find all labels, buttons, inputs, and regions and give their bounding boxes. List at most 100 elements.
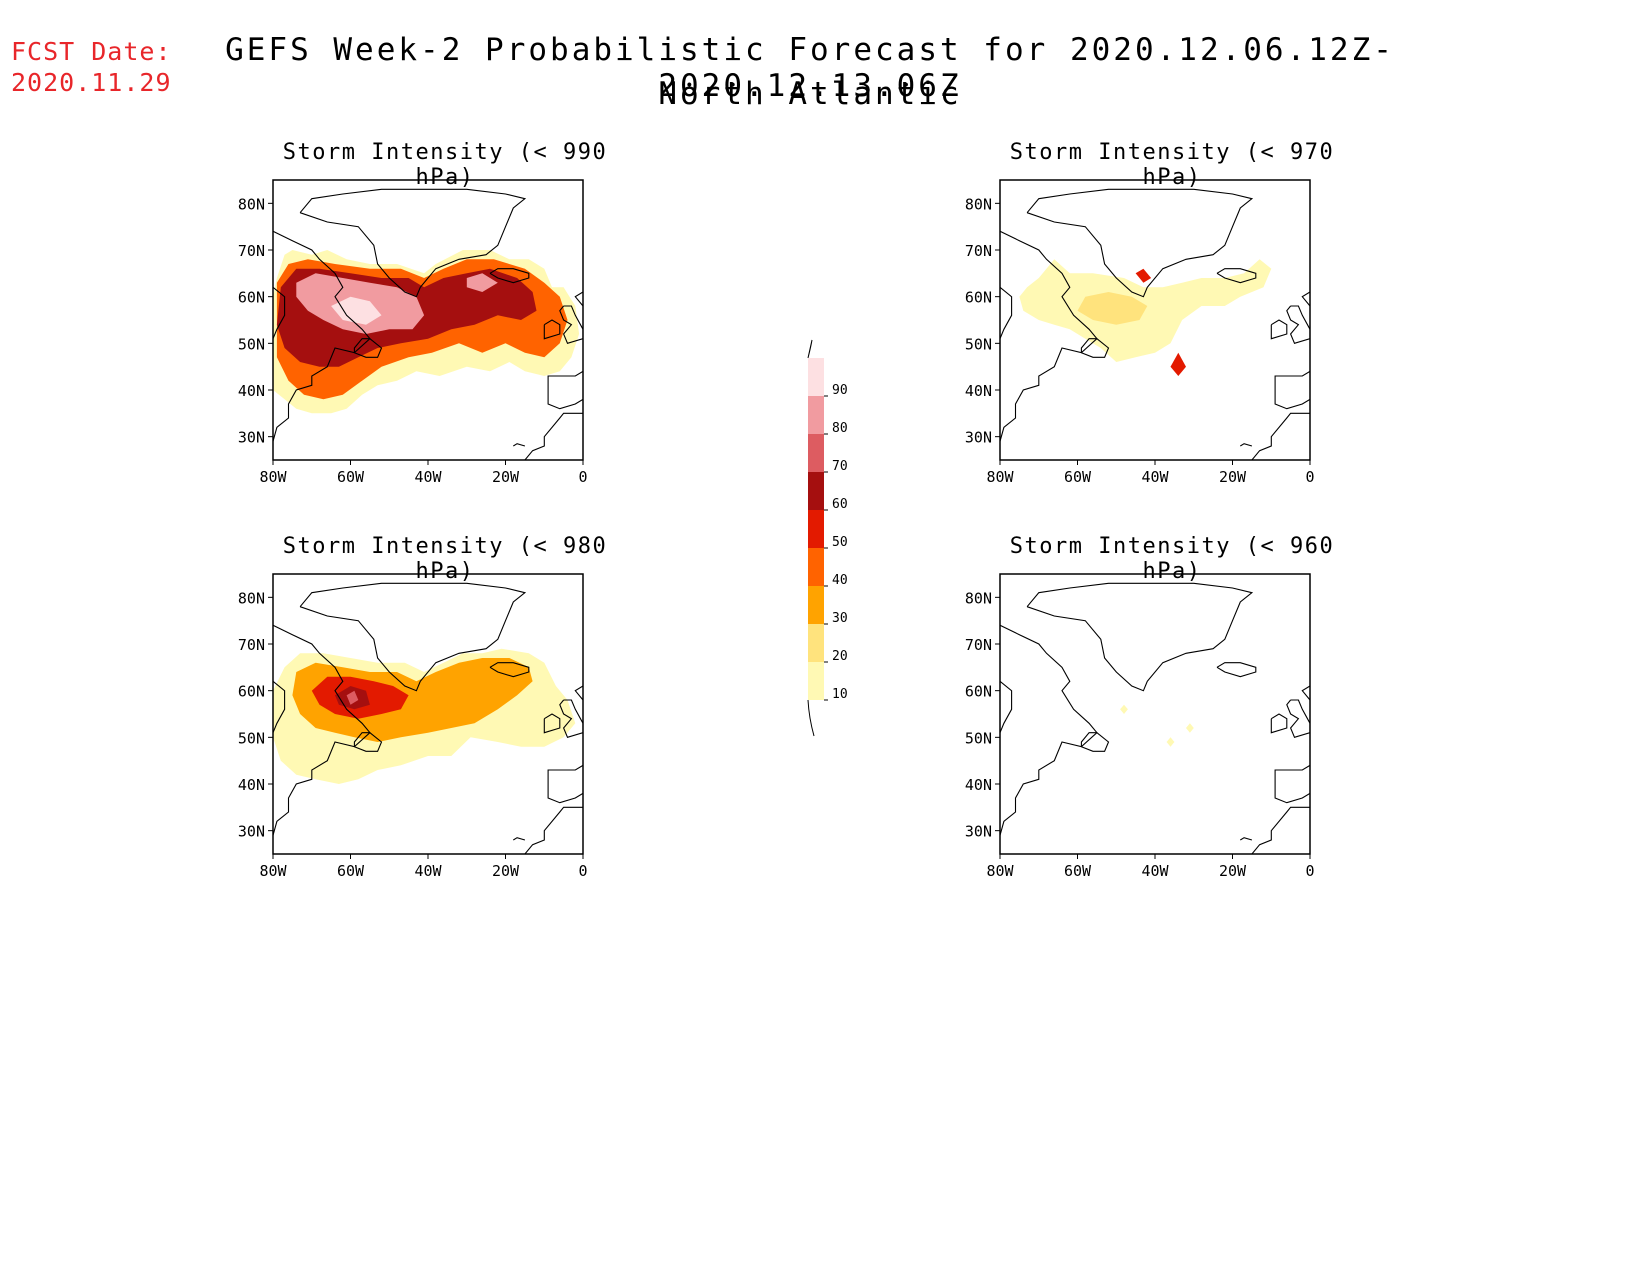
colorbar-label: 80 — [832, 421, 848, 436]
coastline-hudson-east — [1000, 680, 1013, 733]
coastline-canaries — [513, 443, 526, 447]
map-svg-990: 80N 70N 60N 50N 40N 30N 80W 60W 40W 20W 0 — [238, 179, 588, 486]
fcst-date-label: FCST Date: — [11, 37, 172, 66]
lat-tick-label: 80N — [238, 195, 265, 213]
probability-field-dot1 — [1166, 737, 1175, 747]
colorbar-bin — [808, 358, 824, 396]
coastline-britain — [559, 305, 583, 344]
colorbar-label: 60 — [832, 497, 848, 512]
coastline-iberia — [547, 764, 583, 804]
probability-field-p90b — [466, 273, 498, 292]
probability-field-p50a — [1135, 268, 1152, 283]
lon-tick-label: 40W — [414, 468, 442, 486]
coastline-africa — [1251, 412, 1310, 460]
lat-tick-label: 80N — [965, 589, 992, 607]
lat-tick-label: 40N — [238, 776, 265, 794]
lon-tick-label: 80W — [259, 468, 287, 486]
lat-tick-label: 70N — [965, 636, 992, 654]
coastline-europe-coast — [1301, 291, 1310, 307]
colorbar-bin — [808, 662, 824, 700]
map-svg-980: 80N 70N 60N 50N 40N 30N 80W 60W 40W 20W 0 — [238, 573, 588, 880]
probability-field-p90a — [331, 296, 382, 325]
coastline-europe-coast — [574, 685, 583, 701]
coastline-north-america — [1000, 230, 1098, 442]
lon-tick-label: 20W — [1219, 862, 1247, 880]
coastline-europe-coast — [1301, 685, 1310, 701]
coastline-iceland — [489, 662, 530, 678]
map-panel-990: Storm Intensity (< 990 hPa) 80N 70N 60N 50N… — [215, 140, 635, 520]
coastline-hudson-east — [273, 286, 286, 339]
lat-tick-label: 70N — [238, 636, 265, 654]
probability-field-p20 — [1077, 292, 1148, 325]
lat-tick-label: 60N — [238, 683, 265, 701]
coastline-britain — [1286, 699, 1310, 738]
map-svg-970: 80N 70N 60N 50N 40N 30N 80W 60W 40W 20W 0 — [965, 179, 1315, 486]
coastline-iceland — [1216, 662, 1257, 678]
panel-title-960: Storm Intensity (< 960 hPa) — [1009, 534, 1335, 584]
lon-tick-label: 80W — [986, 862, 1014, 880]
lon-tick-label: 0 — [1305, 862, 1314, 880]
coastline-africa — [524, 806, 583, 854]
coastline-hudson-east — [273, 680, 286, 733]
colorbar-label: 70 — [832, 459, 848, 474]
colorbar-label: 30 — [832, 611, 848, 626]
coastline-canaries — [1240, 837, 1253, 841]
probability-field-p50b — [1170, 352, 1186, 376]
lat-tick-label: 60N — [965, 683, 992, 701]
map-svg-960: 80N 70N 60N 50N 40N 30N 80W 60W 40W 20W 0 — [965, 573, 1315, 880]
coastline-iceland — [1216, 268, 1257, 284]
probability-field-p70 — [346, 690, 359, 705]
coastline-iberia — [547, 370, 583, 410]
coastline-greenland — [299, 582, 527, 692]
probability-field-dot3 — [1120, 704, 1128, 714]
coastline-iberia — [1274, 370, 1310, 410]
coastline-britain — [559, 699, 583, 738]
colorbar-label: 50 — [832, 535, 848, 550]
map-panel-970: Storm Intensity (< 970 hPa) 80N 70N 60N 50N… — [942, 140, 1362, 520]
lon-tick-label: 0 — [578, 862, 587, 880]
lon-tick-label: 60W — [337, 862, 365, 880]
lon-tick-label: 40W — [1141, 468, 1169, 486]
lon-tick-label: 20W — [1219, 468, 1247, 486]
coastline-ireland — [543, 319, 561, 340]
coastline-africa — [1251, 806, 1310, 854]
colorbar-bin — [808, 624, 824, 662]
lon-tick-label: 20W — [492, 468, 520, 486]
colorbar-label: 20 — [832, 649, 848, 664]
colorbar-bin — [808, 586, 824, 624]
coastline-iberia — [1274, 764, 1310, 804]
coastline-newfoundland — [1080, 732, 1110, 752]
map-frame — [999, 573, 1311, 855]
coastline-newfoundland — [1080, 338, 1110, 358]
coastline-africa — [524, 412, 583, 460]
coastline-canaries — [513, 837, 526, 841]
lon-tick-label: 60W — [337, 468, 365, 486]
map-panel-960: Storm Intensity (< 960 hPa) 80N 70N 60N 50N… — [942, 534, 1362, 914]
colorbar-label: 10 — [832, 687, 848, 702]
lon-tick-label: 20W — [492, 862, 520, 880]
coastline-ireland — [543, 713, 561, 734]
probability-field-dot2 — [1186, 723, 1194, 733]
colorbar-bin — [808, 396, 824, 434]
colorbar-bin — [808, 434, 824, 472]
map-panel-980: Storm Intensity (< 980 hPa) 80N 70N 60N 50N… — [215, 534, 635, 914]
lat-tick-label: 70N — [965, 242, 992, 260]
lon-tick-label: 40W — [414, 862, 442, 880]
lon-tick-label: 80W — [986, 468, 1014, 486]
coastline-greenland — [1026, 582, 1254, 692]
coastline-ireland — [1270, 319, 1288, 340]
lat-tick-label: 60N — [965, 289, 992, 307]
lon-tick-label: 0 — [578, 468, 587, 486]
colorbar-top-cap — [807, 339, 813, 359]
coastline-canaries — [1240, 443, 1253, 447]
lat-tick-label: 50N — [965, 335, 992, 353]
fcst-date-value: 2020.11.29 — [11, 68, 172, 97]
colorbar-bin — [808, 472, 824, 510]
probability-field-outer — [1019, 259, 1272, 362]
panel-title-970: Storm Intensity (< 970 hPa) — [1009, 140, 1335, 190]
colorbar-bin — [808, 510, 824, 548]
page-title: GEFS Week-2 Probabilistic Forecast for 2… — [225, 32, 1395, 104]
lat-tick-label: 30N — [238, 429, 265, 447]
coastline-europe-coast — [574, 291, 583, 307]
colorbar-bottom-cap — [807, 699, 815, 737]
